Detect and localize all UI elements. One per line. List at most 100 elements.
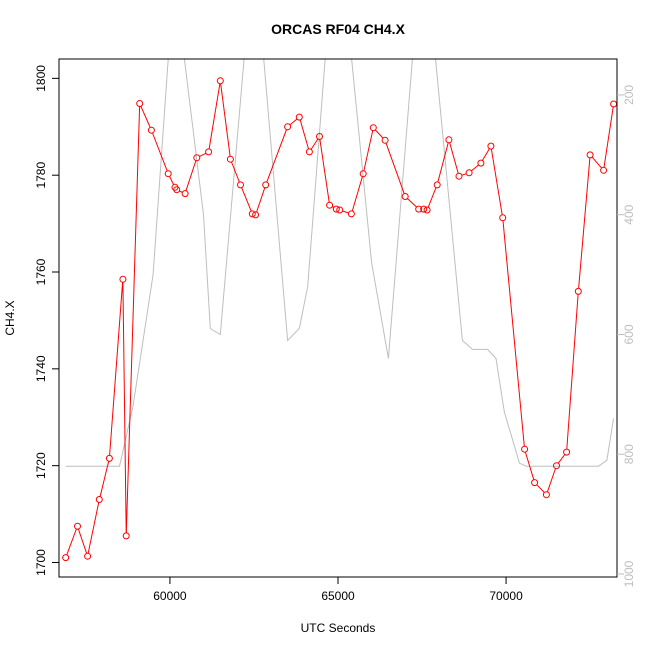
data-point [359, 170, 367, 178]
data-point [237, 181, 244, 189]
data-point [262, 181, 270, 189]
y2-tick-label: 400 [622, 204, 636, 224]
data-point [563, 448, 571, 456]
y-axis-label: CH4.X [3, 300, 17, 335]
data-point [574, 287, 582, 295]
data-point [423, 206, 431, 214]
series-segment [374, 129, 384, 139]
data-point [226, 155, 234, 163]
series-segment [199, 152, 207, 157]
series-segment [169, 176, 175, 185]
data-point [173, 186, 181, 194]
series-segment [208, 83, 221, 150]
series-segment [591, 156, 602, 169]
data-point [122, 532, 130, 540]
series-segment [310, 138, 319, 150]
data-point [381, 136, 389, 144]
series-segment [185, 160, 197, 191]
data-point [465, 169, 473, 177]
data-point [420, 205, 428, 213]
series-segment [342, 210, 349, 214]
series-segment [471, 164, 479, 172]
series-segment [546, 468, 556, 493]
chart-title: ORCAS RF04 CH4.X [271, 21, 405, 37]
series-segment [437, 142, 449, 183]
data-point [248, 210, 256, 218]
y2-tick-label: 600 [622, 324, 636, 344]
y-tick-label: 1700 [34, 549, 48, 576]
data-point [600, 166, 608, 174]
data-point [181, 190, 189, 198]
data-point [369, 124, 377, 132]
data-point [295, 113, 303, 121]
series-line-secondary [65, 59, 615, 467]
data-point [205, 148, 213, 156]
series-segment [256, 187, 266, 213]
series-segment [363, 130, 374, 171]
y2-tick-label: 1000 [622, 560, 636, 587]
data-point [401, 193, 409, 200]
series-segment [66, 528, 77, 555]
data-point [95, 496, 103, 503]
series-segment [566, 294, 579, 450]
data-point [415, 205, 423, 213]
x-axis-label: UTC Seconds [301, 621, 376, 635]
data-point [136, 100, 144, 107]
data-point [521, 445, 529, 453]
data-point [62, 554, 70, 562]
y2-tick-label: 800 [622, 444, 636, 464]
data-point [455, 172, 463, 180]
series-segment [241, 187, 252, 212]
x-tick-label: 60000 [153, 589, 187, 603]
series-segment [299, 119, 310, 150]
series-segment [266, 129, 287, 183]
y-tick-label: 1780 [34, 162, 48, 189]
x-tick-label: 65000 [321, 589, 355, 603]
series-segment [289, 118, 298, 126]
y-tick-label: 1800 [34, 65, 48, 92]
data-point [445, 136, 453, 144]
plot-content [62, 59, 617, 562]
series-segment [603, 106, 614, 168]
data-point [326, 201, 334, 209]
data-point [316, 133, 323, 140]
series-segment [122, 282, 127, 533]
series-segment [536, 484, 545, 493]
data-point [119, 275, 127, 283]
data-point [74, 522, 81, 530]
y-axis-left: 1700 1720 1740 1760 1780 1800 [34, 65, 59, 576]
x-axis: 60000 65000 70000 [153, 577, 523, 603]
data-point [284, 123, 292, 131]
series-segment [502, 220, 525, 447]
data-point [542, 491, 550, 499]
y-tick-label: 1760 [34, 258, 48, 285]
data-point [164, 170, 172, 178]
data-point [487, 142, 495, 150]
series-segment [578, 157, 591, 289]
data-point [477, 159, 485, 167]
series-segment [109, 282, 124, 456]
series-segment [407, 198, 417, 208]
y-tick-label: 1720 [34, 452, 48, 479]
series-segment [77, 528, 88, 554]
data-point [347, 210, 355, 218]
data-point [336, 206, 344, 214]
data-point [105, 454, 113, 462]
series-segment [557, 454, 566, 464]
data-point [531, 479, 539, 487]
y2-tick-label: 200 [622, 85, 636, 105]
series-segment [220, 83, 231, 157]
data-point [499, 214, 507, 222]
y-axis-right: 200 400 600 800 1000 [617, 85, 636, 587]
data-point [586, 151, 594, 159]
data-point [332, 205, 340, 213]
series-segment [231, 161, 240, 183]
data-point [193, 154, 201, 162]
x-tick-label: 70000 [489, 589, 523, 603]
series-segment [99, 461, 110, 497]
series-segment [87, 502, 100, 554]
data-point [553, 462, 560, 470]
series-segment [427, 187, 437, 208]
